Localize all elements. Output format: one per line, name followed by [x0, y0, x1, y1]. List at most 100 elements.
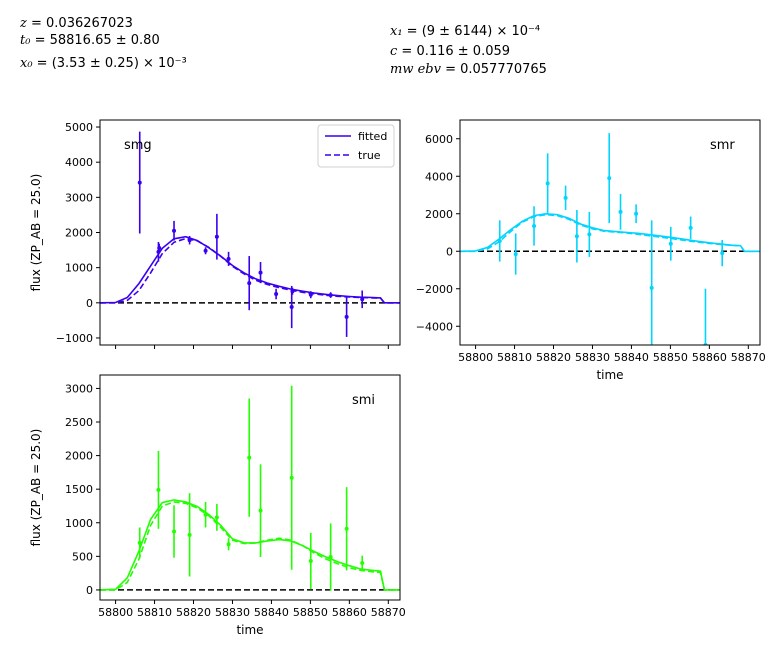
data-marker	[258, 508, 263, 513]
x-tick-label: 58860	[692, 351, 727, 364]
x-tick-label: 58820	[176, 606, 211, 619]
data-marker	[574, 234, 579, 239]
data-point	[187, 236, 192, 245]
y-tick-label: 2000	[425, 208, 453, 221]
data-point	[308, 532, 313, 590]
panel-label: smg	[124, 138, 152, 153]
data-marker	[203, 512, 208, 517]
legend-label-true: true	[358, 149, 381, 162]
panel-label: smi	[352, 393, 375, 408]
x-axis-label: time	[236, 623, 263, 637]
data-marker	[545, 181, 550, 186]
data-marker	[289, 475, 294, 480]
data-point	[497, 220, 502, 262]
data-point	[513, 233, 518, 275]
y-tick-label: 1000	[65, 262, 93, 275]
data-marker	[172, 529, 177, 534]
plot-area	[100, 385, 400, 591]
data-marker	[344, 526, 349, 531]
data-point	[274, 288, 279, 300]
data-point	[137, 527, 142, 559]
data-marker	[247, 455, 252, 460]
y-tick-label: −1000	[56, 332, 93, 345]
data-marker	[258, 270, 263, 275]
data-point	[328, 523, 333, 591]
x-axis-label: time	[596, 368, 623, 382]
x-tick-label: 58830	[215, 606, 250, 619]
data-marker	[532, 223, 537, 228]
panel-label: smr	[710, 138, 735, 153]
data-marker	[290, 289, 295, 294]
data-point	[634, 204, 639, 224]
legend: fitted true	[317, 124, 395, 168]
data-marker	[720, 251, 725, 256]
data-point	[226, 251, 231, 266]
x-tick-label: 58800	[458, 351, 493, 364]
data-point	[247, 256, 252, 311]
data-marker	[156, 487, 161, 492]
data-point	[214, 213, 219, 260]
data-marker	[360, 297, 365, 302]
data-point	[290, 287, 295, 295]
data-marker	[618, 209, 623, 214]
data-point	[360, 555, 365, 571]
data-point	[545, 153, 550, 214]
x-tick-label: 58850	[653, 351, 688, 364]
data-marker	[137, 180, 142, 185]
data-point	[156, 450, 161, 529]
x-tick-label: 58810	[497, 351, 532, 364]
y-tick-label: 5000	[65, 121, 93, 134]
data-marker	[513, 252, 518, 257]
x-tick-label: 58870	[731, 351, 766, 364]
data-marker	[344, 314, 349, 319]
x-tick-label: 58840	[614, 351, 649, 364]
fitted-model-line	[100, 499, 400, 591]
y-tick-label: 1000	[65, 517, 93, 530]
data-marker	[247, 281, 252, 286]
x-tick-label: 58810	[137, 606, 172, 619]
param-x0: x₀ = (3.53 ± 0.25) × 10⁻³	[20, 56, 187, 71]
axes-frame	[99, 374, 401, 601]
x-tick-label: 58840	[254, 606, 289, 619]
x-tick-label: 58870	[371, 606, 406, 619]
data-point	[247, 398, 252, 517]
x-tick-label: 58800	[98, 606, 133, 619]
data-point	[308, 291, 313, 299]
data-marker	[172, 228, 177, 233]
data-point	[344, 487, 349, 571]
y-tick-label: −4000	[416, 320, 453, 333]
param-x1: x₁ = (9 ± 6144) × 10⁻⁴	[390, 24, 541, 39]
data-marker	[289, 305, 294, 310]
data-point	[203, 501, 208, 528]
data-marker	[587, 232, 592, 237]
data-marker	[563, 195, 568, 200]
data-point	[607, 133, 612, 224]
data-marker	[274, 292, 279, 297]
data-marker	[649, 285, 654, 290]
data-point	[172, 220, 177, 241]
data-marker	[137, 540, 142, 545]
data-marker	[187, 238, 192, 243]
param-t0: t₀ = 58816.65 ± 0.80	[20, 33, 160, 48]
data-point	[720, 240, 725, 267]
data-point	[258, 464, 263, 558]
data-point	[574, 210, 579, 263]
data-marker	[360, 561, 365, 566]
panel-smg: −1000 0 1000 2000 3000 4000 5000 flux (ZP_AB = …	[29, 119, 401, 349]
data-point	[214, 503, 219, 531]
param-z: z = 0.036267023	[20, 16, 133, 31]
data-marker	[634, 211, 639, 216]
data-point	[157, 243, 162, 253]
legend-label-fitted: fitted	[358, 130, 387, 143]
param-mwebv: mw ebv = 0.057770765	[390, 62, 547, 77]
data-point	[328, 292, 333, 298]
data-point	[172, 505, 177, 558]
data-point	[532, 206, 537, 246]
y-tick-label: 4000	[425, 170, 453, 183]
data-marker	[497, 238, 502, 243]
panel-smi: 0 500 1000 1500 2000 2500 3000 58800 58810 58820 5…	[29, 374, 406, 637]
data-point	[226, 538, 231, 551]
y-tick-label: −2000	[416, 283, 453, 296]
data-marker	[668, 241, 673, 246]
